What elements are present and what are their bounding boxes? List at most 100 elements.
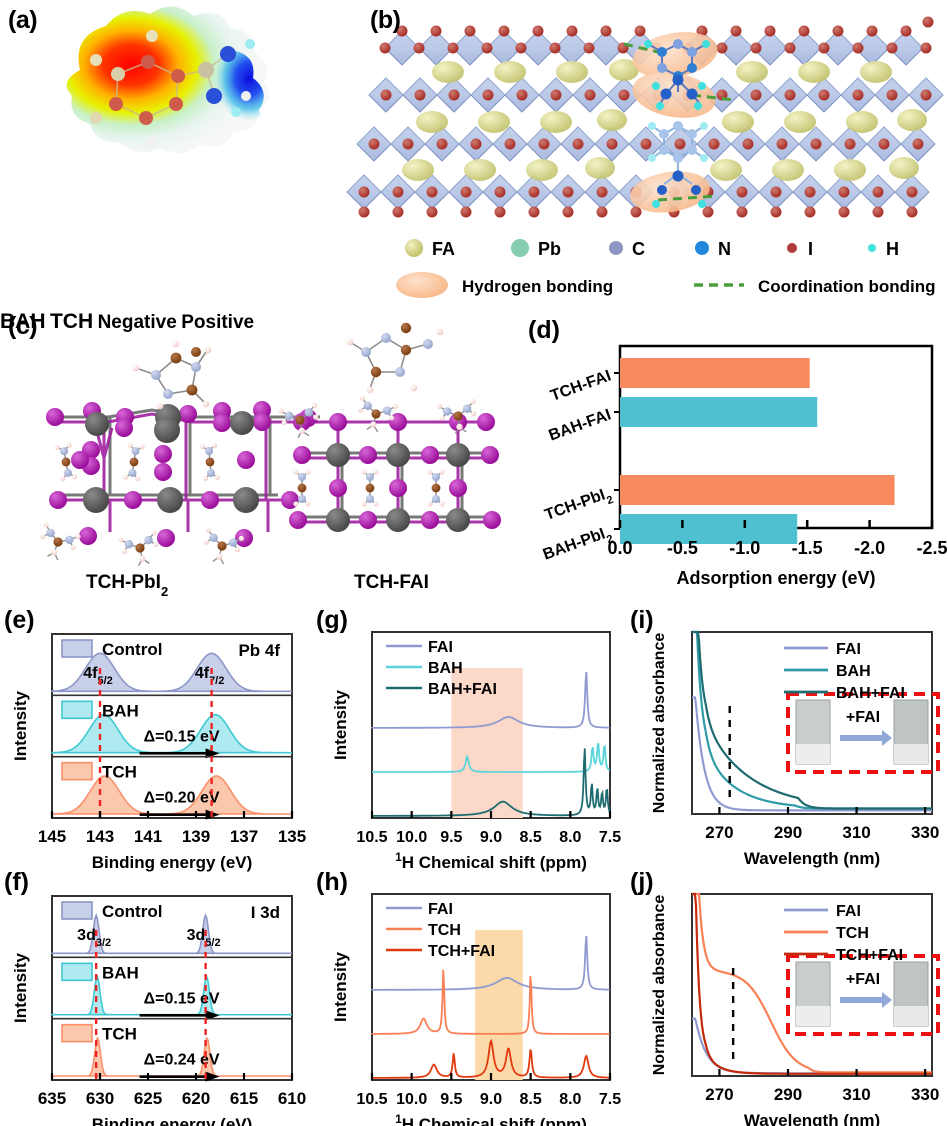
legend-swatch-n: [695, 241, 709, 255]
panel_j-label: (j): [630, 868, 654, 896]
panel-a-graphic: [66, 6, 269, 154]
panel_f-legend-swatch-TCH: [61, 1023, 93, 1043]
panel_h-xtick: 10.0: [396, 1091, 427, 1108]
panel-e: (e) Control BAH Δ=0.15 eV TCH Δ=0.20 eV 4f5/2 4…: [0, 602, 316, 872]
legend-swatch-i: [787, 243, 797, 253]
panel-d-xtick: -1.5: [792, 538, 823, 558]
legend-swatch-h: [868, 244, 876, 252]
panel_g-legend-label-BAH: BAH: [428, 660, 463, 677]
panel-d-xtick: 0.0: [607, 538, 632, 558]
panel_e-legend-swatch-BAH: [61, 700, 93, 720]
legend-swatch-fa: [405, 239, 423, 257]
panel_g-xtick: 7.5: [599, 829, 621, 846]
panel_j-ylabel: Normalized absorbance: [651, 895, 668, 1076]
panel_h-legend-label-TCH+FAI: TCH+FAI: [428, 943, 495, 960]
colorbar-negative-label: Negative: [97, 312, 177, 333]
panel_h-label: (h): [316, 868, 348, 896]
panel_e-xtick: 135: [278, 827, 306, 846]
panel_g-trace-FAI: [371, 671, 610, 729]
bar-BAH-FAI: [620, 397, 818, 427]
panel_j-legend-label-TCH: TCH: [836, 925, 869, 942]
panel_f-axes: [51, 895, 293, 1081]
panel-c: (c): [0, 310, 520, 602]
panel_i-legend-label-BAH: BAH: [836, 663, 871, 680]
panel-d-xtick: -2.0: [854, 538, 885, 558]
panel_i-legend-label-BAH+FAI: BAH+FAI: [836, 685, 905, 702]
legend-label-c: C: [632, 239, 645, 259]
structure-label-tch-pbi2: TCH-PbI2: [86, 572, 168, 599]
colorbar: Positive: [181, 312, 255, 333]
panel_f-xtick: 610: [278, 1089, 306, 1108]
molecule-label-tch: TCH: [49, 310, 94, 333]
panel_f-legend-label-BAH: BAH: [102, 963, 139, 982]
panel_g-label: (g): [316, 606, 348, 634]
panel_g-highlight-band: [451, 668, 523, 818]
panel_f-xlabel: Binding energy (eV): [92, 1115, 253, 1126]
panel_h-trace-FAI: [371, 935, 610, 991]
panel_e-xtick: 139: [182, 827, 210, 846]
panel_h-xtick: 8.0: [559, 1091, 581, 1108]
panel_f-peak-annotation: 3d5/2: [187, 927, 221, 949]
panel_g-xtick: 9.5: [440, 829, 462, 846]
panel_f-legend-label-TCH: TCH: [102, 1025, 137, 1044]
panel-d-xtick: -0.5: [667, 538, 698, 558]
legend-label-pb: Pb: [538, 239, 561, 259]
panel_h-ylabel: Intensity: [331, 952, 350, 1022]
tch-adsorbate-right: [346, 322, 444, 394]
panel_j-xtick: 270: [705, 1085, 733, 1104]
panel_g-xtick: 8.0: [559, 829, 581, 846]
bar-label-BAH-PbI2: BAH-PbI2: [541, 525, 615, 563]
panel_h-trace-TCH: [371, 969, 610, 1035]
bar-label-BAH-FAI: BAH-FAI: [547, 406, 614, 444]
panel_i-legend-label-FAI: FAI: [836, 641, 861, 658]
panel_g-legend-label-FAI: FAI: [428, 639, 453, 656]
panel_h-xtick: 8.5: [520, 1091, 542, 1108]
bar-BAH-PbI2: [620, 514, 798, 544]
panel_i-label: (i): [630, 606, 654, 634]
panel_h-legend-label-TCH: TCH: [428, 922, 461, 939]
molecule-mid-gap: [652, 74, 706, 110]
panel_e-legend-label-BAH: BAH: [102, 701, 139, 720]
legend-label-coordination-bonding: Coordination bonding: [758, 277, 936, 296]
panel_e-xtick: 137: [230, 827, 258, 846]
perovskite-slab-left: [346, 25, 676, 218]
panel_f-trace-Control: [51, 912, 293, 955]
panel_f-chart: (f) Control BAH Δ=0.15 eV TCH Δ=0.24 eV 3d3/2 3…: [4, 868, 306, 1126]
legend-label-i: I: [808, 239, 813, 259]
panel-h: (h) FAI TCH TCH+FAI 10.5 10.0 9.5 9.0 8.5 8.0 7.5 1…: [312, 864, 628, 1126]
structure-tch-pbi2: TCH-PbI2: [33, 340, 320, 599]
bar-TCH-FAI: [620, 358, 810, 388]
panel-a: (a): [0, 0, 340, 333]
panel-d-xtick: -2.5: [916, 538, 947, 558]
perovskite-slab-right: [656, 16, 944, 218]
panel_e-legend-label-TCH: TCH: [102, 763, 137, 782]
panel_e-xtick: 143: [86, 827, 114, 846]
bar-label-TCH-FAI: TCH-FAI: [548, 367, 613, 405]
panel_e-peak-annotation: 4f5/2: [83, 665, 113, 687]
panel_f-label: (f): [4, 868, 29, 896]
panel-a-label: (a): [8, 6, 38, 34]
panel_g-ylabel: Intensity: [331, 690, 350, 760]
panel_i-chart: (i) +FAI FAI BAH BAH+FAI 270 290 310 330 Waveleng…: [630, 606, 940, 868]
panel_h-highlight-band: [475, 930, 523, 1080]
bar-TCH-PbI2: [620, 475, 895, 505]
panel_e-xlabel: Binding energy (eV): [92, 853, 253, 872]
panel_g-xtick: 8.5: [520, 829, 542, 846]
legend-label-n: N: [718, 239, 731, 259]
panel_j-xlabel: Wavelength (nm): [744, 1111, 880, 1126]
legend-label-hydrogen-bonding: Hydrogen bonding: [462, 277, 613, 296]
panel_j-inset-arrow-label: +FAI: [846, 971, 880, 988]
panel_j-xtick: 310: [842, 1085, 870, 1104]
panel-i: (i) +FAI FAI BAH BAH+FAI 270 290 310 330 Waveleng…: [626, 602, 948, 868]
panel_h-xtick: 10.5: [356, 1091, 387, 1108]
colorbar-positive-label: Positive: [181, 312, 255, 333]
panel_j-legend-label-FAI: FAI: [836, 903, 861, 920]
panel_f-peak-annotation: 3d3/2: [77, 927, 111, 949]
panel_e-shift-label: Δ=0.20 eV: [144, 790, 220, 807]
molecule-bottom-gap: [648, 121, 708, 208]
panel_f-xtick: 630: [86, 1089, 114, 1108]
svg-text:TCH-FAI: TCH-FAI: [548, 367, 613, 405]
legend-swatch-pb: [511, 239, 529, 257]
panel-b-legend-atoms: FA Pb C N I H: [405, 239, 899, 259]
